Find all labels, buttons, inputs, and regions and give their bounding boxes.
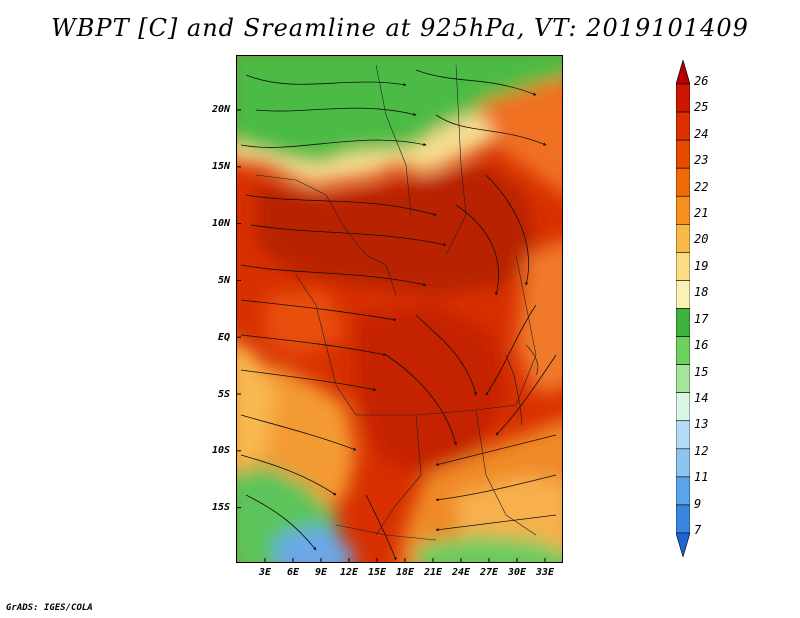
streamline <box>240 454 337 496</box>
colorbar-segment <box>676 448 690 478</box>
colorbar-label: 18 <box>694 285 709 300</box>
hot-core-center <box>356 305 506 475</box>
colorbar-label: 16 <box>694 338 709 353</box>
lat-label: 15N <box>211 161 230 172</box>
lon-label: 30E <box>507 567 527 578</box>
colorbar-segment <box>676 195 690 225</box>
map-frame <box>236 55 563 563</box>
streamline <box>485 304 537 396</box>
colorbar-segment <box>676 252 690 281</box>
colorbar-segment <box>676 83 690 113</box>
colorbar-label: 26 <box>694 74 709 88</box>
southeast-green-zone <box>416 535 563 563</box>
streamline <box>365 494 397 561</box>
credit: GrADS: IGES/COLA <box>6 603 93 613</box>
lat-label: 10N <box>211 218 230 229</box>
colorbar-segment <box>676 420 690 450</box>
colorbar-bottom-arrow <box>676 532 690 557</box>
streamline <box>240 299 397 322</box>
lon-label: 33E <box>535 567 555 578</box>
colorbar-label: 24 <box>694 126 709 141</box>
colorbar-label: 13 <box>694 417 709 432</box>
colorbar-label: 11 <box>694 470 709 485</box>
colorbar-label: 7 <box>694 523 702 537</box>
lon-label: 24E <box>451 567 471 578</box>
map-canvas <box>236 55 563 563</box>
streamline <box>485 174 529 286</box>
lon-label: 18E <box>395 567 415 578</box>
colorbar-label: 25 <box>694 100 709 115</box>
streamline <box>435 434 557 466</box>
colorbar-segment <box>676 224 690 253</box>
lon-label: 9E <box>314 567 328 578</box>
map-title: WBPT [C] and Sreamline at 925hPa, VT: 20… <box>51 14 749 42</box>
colorbar-label: 19 <box>694 258 709 273</box>
colorbar-label: 21 <box>694 206 709 221</box>
streamline <box>245 74 407 87</box>
lakes <box>505 344 539 426</box>
lon-label: 15E <box>367 567 387 578</box>
colorbar <box>676 60 690 557</box>
wbpt-map <box>236 55 563 563</box>
lat-label: 5S <box>217 389 230 400</box>
streamline <box>435 474 557 502</box>
streamline <box>255 107 417 116</box>
colorbar-segment <box>676 111 690 141</box>
lon-label: 3E <box>258 567 272 578</box>
colorbar-segment <box>676 139 690 169</box>
country-borders <box>255 64 537 541</box>
streamline <box>455 204 499 296</box>
colorbar-segment <box>676 336 690 365</box>
colorbar-label: 23 <box>694 153 709 168</box>
west-coast-mild <box>236 341 276 470</box>
colorbar-segment <box>676 504 690 534</box>
colorbar-segment <box>676 280 690 309</box>
streamline <box>240 264 427 287</box>
colorbar-segment <box>676 364 690 393</box>
colorbar-segment <box>676 308 690 337</box>
lon-label: 27E <box>479 567 499 578</box>
colorbar-label: 15 <box>694 364 709 379</box>
streamline <box>435 114 547 146</box>
lon-ticks <box>264 558 546 563</box>
colorbar-label: 22 <box>694 179 709 194</box>
colorbar-segment <box>676 167 690 197</box>
streamline <box>245 194 437 216</box>
temperature-field <box>236 55 563 563</box>
colorbar-top-arrow <box>676 60 690 85</box>
streamline <box>415 69 537 96</box>
colorbar-label: 14 <box>694 390 709 405</box>
lat-label: 10S <box>211 445 230 456</box>
streamline <box>240 334 387 357</box>
lat-label: 5N <box>217 275 230 286</box>
colorbar-label: 20 <box>694 232 709 247</box>
lon-label: 12E <box>339 567 359 578</box>
lat-label: 15S <box>211 502 230 513</box>
colorbar-segment <box>676 476 690 506</box>
lon-label: 6E <box>286 567 300 578</box>
north-green-zone <box>236 55 563 185</box>
streamline <box>250 224 447 247</box>
lat-label: EQ <box>217 332 230 343</box>
colorbar-label: 17 <box>694 311 709 326</box>
streamline <box>240 369 377 392</box>
warm-patch-west <box>266 290 346 355</box>
southwest-cold-zone <box>276 525 356 563</box>
streamline <box>240 139 427 148</box>
streamline <box>385 354 457 446</box>
lat-ticks <box>236 109 241 509</box>
colorbar-label: 9 <box>694 496 702 511</box>
streamline <box>415 314 477 396</box>
east-highland-orange <box>516 240 563 395</box>
streamlines <box>240 69 557 561</box>
lon-label: 21E <box>423 567 443 578</box>
streamline <box>245 494 317 551</box>
hot-core-north <box>256 165 536 295</box>
colorbar-segment <box>676 392 690 422</box>
lat-label: 20N <box>211 104 230 115</box>
colorbar-label: 12 <box>694 443 709 458</box>
streamline <box>495 354 557 436</box>
streamline <box>435 514 557 532</box>
streamline <box>240 414 357 451</box>
